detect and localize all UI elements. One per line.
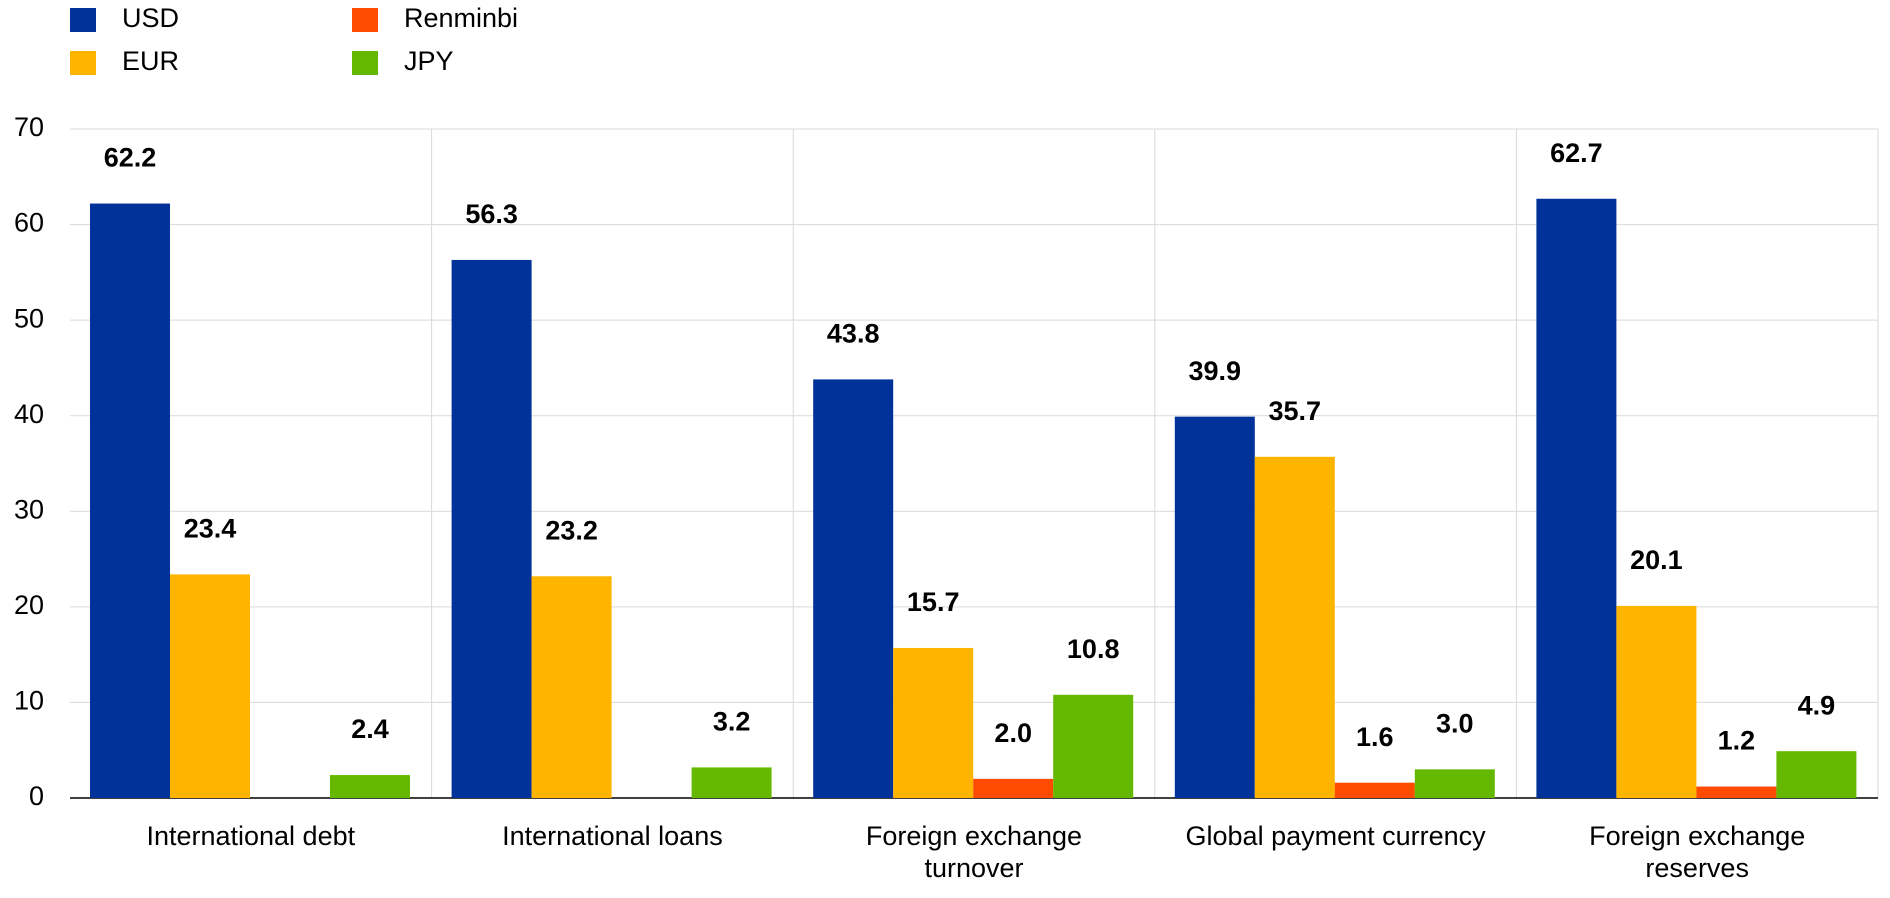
bar	[451, 259, 532, 798]
bar	[691, 767, 772, 798]
bar	[813, 379, 894, 798]
value-label: 2.0	[994, 718, 1032, 748]
legend-swatch	[70, 51, 96, 75]
bar	[1696, 786, 1777, 798]
bar	[1254, 456, 1335, 798]
bar	[1536, 198, 1617, 798]
bar	[973, 778, 1054, 798]
legend-swatch	[352, 8, 378, 32]
bar	[1053, 694, 1134, 798]
value-label: 3.2	[713, 707, 751, 737]
y-tick-label: 0	[29, 781, 44, 811]
value-label: 4.9	[1798, 690, 1836, 720]
y-tick-label: 70	[14, 112, 44, 142]
bar	[893, 647, 974, 798]
value-label: 43.8	[827, 319, 880, 349]
y-tick-label: 20	[14, 590, 44, 620]
y-tick-label: 30	[14, 494, 44, 524]
x-tick-label: Foreign exchange turnover	[865, 821, 1083, 883]
y-tick-label: 10	[14, 686, 44, 716]
bar	[90, 203, 170, 798]
value-label: 62.7	[1550, 138, 1603, 168]
x-tick-label: International loans	[502, 821, 723, 851]
bar	[1776, 751, 1857, 798]
bar	[330, 775, 410, 798]
legend-label: Renminbi	[404, 3, 518, 33]
bar	[1334, 782, 1415, 798]
y-tick-label: 50	[14, 303, 44, 333]
legend-swatch	[70, 8, 96, 32]
value-label: 35.7	[1269, 396, 1322, 426]
x-tick-label: International debt	[146, 821, 356, 851]
value-label: 62.2	[104, 143, 157, 173]
y-tick-label: 60	[14, 208, 44, 238]
value-label: 23.2	[545, 515, 598, 545]
bar	[1414, 769, 1495, 798]
legend-label: JPY	[404, 46, 454, 76]
x-tick-label: Foreign exchange reserves	[1589, 821, 1806, 883]
x-tick-label: Global payment currency	[1185, 821, 1486, 851]
value-label: 10.8	[1067, 634, 1120, 664]
value-label: 3.0	[1436, 708, 1474, 738]
value-label: 1.6	[1356, 722, 1394, 752]
value-label: 2.4	[351, 714, 389, 744]
value-label: 23.4	[184, 513, 237, 543]
bar	[531, 576, 612, 798]
legend-label: USD	[122, 3, 179, 33]
legend-swatch	[352, 51, 378, 75]
bar	[1174, 416, 1255, 798]
bar	[1616, 605, 1697, 798]
legend-label: EUR	[122, 46, 179, 76]
value-label: 56.3	[465, 199, 518, 229]
y-tick-label: 40	[14, 399, 44, 429]
bar	[170, 574, 250, 798]
value-label: 1.2	[1718, 726, 1756, 756]
value-label: 15.7	[907, 587, 960, 617]
value-label: 39.9	[1189, 356, 1242, 386]
value-label: 20.1	[1630, 545, 1683, 575]
